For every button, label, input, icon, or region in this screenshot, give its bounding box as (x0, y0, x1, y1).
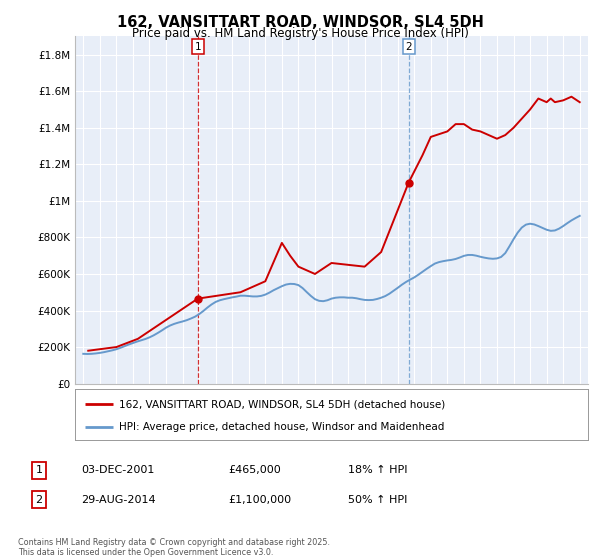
Text: Price paid vs. HM Land Registry's House Price Index (HPI): Price paid vs. HM Land Registry's House … (131, 27, 469, 40)
Text: 1: 1 (194, 41, 201, 52)
Text: 50% ↑ HPI: 50% ↑ HPI (348, 494, 407, 505)
Text: 162, VANSITTART ROAD, WINDSOR, SL4 5DH (detached house): 162, VANSITTART ROAD, WINDSOR, SL4 5DH (… (119, 399, 445, 409)
Text: 03-DEC-2001: 03-DEC-2001 (81, 465, 154, 475)
Text: £465,000: £465,000 (228, 465, 281, 475)
Text: £1,100,000: £1,100,000 (228, 494, 291, 505)
Text: 1: 1 (35, 465, 43, 475)
Text: Contains HM Land Registry data © Crown copyright and database right 2025.
This d: Contains HM Land Registry data © Crown c… (18, 538, 330, 557)
Text: 18% ↑ HPI: 18% ↑ HPI (348, 465, 407, 475)
Text: 2: 2 (35, 494, 43, 505)
Text: 29-AUG-2014: 29-AUG-2014 (81, 494, 155, 505)
Text: 2: 2 (406, 41, 412, 52)
Text: HPI: Average price, detached house, Windsor and Maidenhead: HPI: Average price, detached house, Wind… (119, 422, 444, 432)
Text: 162, VANSITTART ROAD, WINDSOR, SL4 5DH: 162, VANSITTART ROAD, WINDSOR, SL4 5DH (116, 15, 484, 30)
